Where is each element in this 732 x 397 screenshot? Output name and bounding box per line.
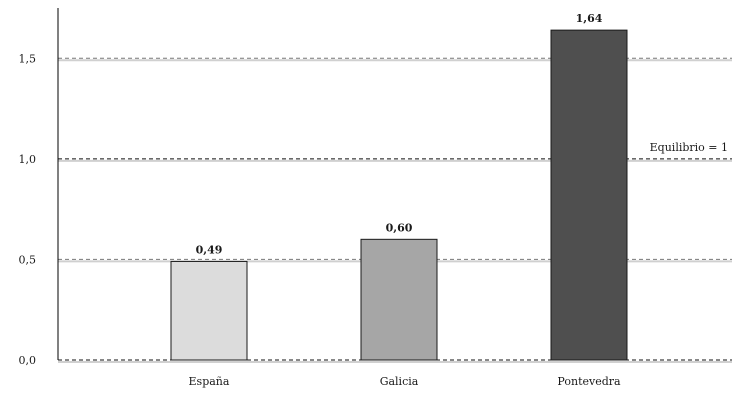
y-tick-label: 1,5 [19,52,37,65]
bar-galicia [360,238,438,361]
category-label: Pontevedra [557,375,621,388]
bars [170,29,628,361]
category-label: España [189,375,230,388]
reference-line-label: Equilibrio = 1 [650,141,728,154]
y-tick-label: 0,5 [19,253,37,266]
bar-pontevedra [550,29,628,361]
data-labels: 0,49 0,60 1,64 [196,12,603,256]
bar-españa [170,260,248,361]
category-labels: España Galicia Pontevedra [189,375,621,388]
y-tick-label: 1,0 [19,153,37,166]
data-label: 1,64 [576,12,603,25]
data-label: 0,60 [386,221,413,234]
category-label: Galicia [380,375,419,388]
data-label: 0,49 [196,243,223,256]
y-tick-label: 0,0 [19,354,37,367]
y-tick-labels: 0,0 0,5 1,0 1,5 [19,52,37,367]
